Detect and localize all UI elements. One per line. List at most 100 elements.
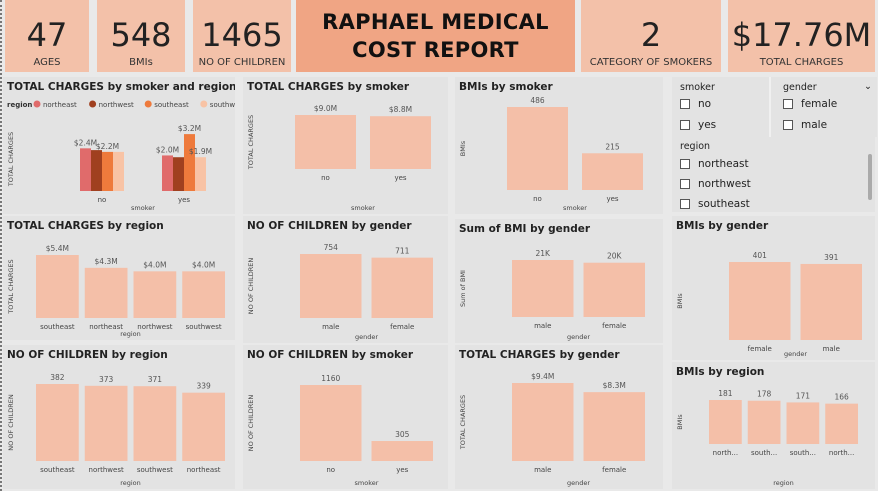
y-axis-label: TOTAL CHARGES bbox=[7, 259, 15, 314]
bar bbox=[173, 157, 184, 191]
bar bbox=[583, 392, 645, 461]
data-label: $2.0M bbox=[156, 145, 179, 154]
data-label: 382 bbox=[50, 373, 65, 382]
checkbox-icon[interactable] bbox=[680, 199, 690, 209]
legend-marker bbox=[33, 100, 41, 108]
legend-marker bbox=[200, 100, 208, 108]
kpi-smokers-card[interactable]: 2 CATEGORY OF SMOKERS bbox=[581, 0, 721, 72]
x-axis-label: smoker bbox=[355, 479, 379, 487]
x-tick-label: no bbox=[98, 196, 107, 204]
data-label: 401 bbox=[753, 251, 768, 260]
x-tick-label: yes bbox=[606, 195, 618, 203]
bar bbox=[800, 263, 862, 340]
legend-title: region bbox=[7, 101, 32, 109]
gender-option-female[interactable]: female bbox=[783, 98, 837, 110]
kpi-children-card[interactable]: 1465 NO OF CHILDREN bbox=[193, 0, 291, 72]
x-axis-label: gender bbox=[355, 333, 378, 341]
chart-title: BMIs by gender bbox=[676, 220, 769, 232]
x-tick-label: male bbox=[823, 345, 840, 353]
checkbox-icon[interactable] bbox=[680, 120, 690, 130]
bar bbox=[195, 157, 206, 191]
chart-bmis-by-gender[interactable]: BMIs by gender BMIs gender 401 female 391 male bbox=[672, 216, 875, 360]
y-axis-label: BMIs bbox=[676, 414, 684, 430]
x-tick-label: male bbox=[534, 322, 551, 330]
chart-bmi-by-gender[interactable]: Sum of BMI by gender Sum of BMI gender 21K m… bbox=[455, 219, 663, 343]
legend-item: northeast bbox=[43, 101, 77, 109]
data-label: 166 bbox=[834, 393, 849, 402]
kpi-charges-card[interactable]: $17.76M TOTAL CHARGES bbox=[728, 0, 875, 72]
gender-option-label: male bbox=[801, 119, 828, 131]
data-label: $5.4M bbox=[46, 244, 69, 253]
x-axis-label: gender bbox=[567, 333, 590, 341]
smoker-slicer-title: smoker bbox=[680, 82, 715, 93]
chart-title: Sum of BMI by gender bbox=[459, 223, 591, 235]
data-label: $9.0M bbox=[314, 104, 337, 113]
data-label: 181 bbox=[718, 389, 733, 398]
data-label: 339 bbox=[196, 382, 211, 391]
x-tick-label: female bbox=[748, 345, 772, 353]
x-tick-label: north... bbox=[713, 449, 738, 457]
chart-children-by-smoker[interactable]: NO OF CHILDREN by smoker NO OF CHILDREN sm… bbox=[243, 345, 448, 489]
data-label: $8.3M bbox=[603, 381, 626, 390]
region-option-northeast[interactable]: northeast bbox=[680, 158, 749, 170]
bar bbox=[729, 262, 791, 340]
chart-bmis-by-smoker[interactable]: BMIs by smoker BMIs smoker 486 no 215 yes bbox=[455, 77, 663, 214]
chart-charges-by-smoker[interactable]: TOTAL CHARGES by smoker TOTAL CHARGES smok… bbox=[243, 77, 448, 214]
chart-charges-by-smoker-region[interactable]: TOTAL CHARGES by smoker and region TOTAL … bbox=[3, 77, 235, 214]
c5-svg: NO OF CHILDREN by gender NO OF CHILDREN ge… bbox=[247, 220, 433, 341]
kpi-bmis-card[interactable]: 548 BMIs bbox=[97, 0, 185, 72]
bar bbox=[300, 254, 362, 318]
x-tick-label: southeast bbox=[40, 323, 75, 331]
kpi-children-value: 1465 bbox=[201, 16, 283, 54]
chart-bmis-by-region[interactable]: BMIs by region BMIs region 181 north... 178 so… bbox=[672, 362, 875, 489]
kpi-bmis-value: 548 bbox=[110, 16, 172, 54]
smoker-option-no[interactable]: no bbox=[680, 98, 711, 110]
bar bbox=[295, 115, 356, 169]
c8-svg: NO OF CHILDREN by region NO OF CHILDREN re… bbox=[7, 349, 225, 487]
x-tick-label: northwest bbox=[89, 466, 124, 474]
slicer-scrollbar[interactable] bbox=[868, 154, 872, 200]
checkbox-icon[interactable] bbox=[680, 99, 690, 109]
data-label: 486 bbox=[530, 96, 545, 105]
chart-children-by-region[interactable]: NO OF CHILDREN by region NO OF CHILDREN re… bbox=[3, 345, 235, 489]
x-tick-label: southeast bbox=[40, 466, 75, 474]
data-label: 391 bbox=[824, 253, 839, 262]
bar bbox=[182, 392, 225, 461]
chart-title: NO OF CHILDREN by smoker bbox=[247, 349, 414, 361]
data-label: 305 bbox=[395, 430, 410, 439]
gender-option-male[interactable]: male bbox=[783, 119, 827, 131]
c2-svg: TOTAL CHARGES by smoker TOTAL CHARGES smok… bbox=[247, 81, 431, 212]
x-tick-label: female bbox=[602, 322, 626, 330]
checkbox-icon[interactable] bbox=[680, 159, 690, 169]
bar bbox=[582, 153, 643, 190]
data-label: $4.0M bbox=[192, 260, 215, 269]
bar bbox=[91, 150, 102, 191]
data-label: 171 bbox=[796, 391, 811, 400]
chevron-down-icon[interactable]: ⌄ bbox=[864, 81, 872, 92]
chart-charges-by-region[interactable]: TOTAL CHARGES by region TOTAL CHARGES regi… bbox=[3, 216, 235, 340]
kpi-ages-card[interactable]: 47 AGES bbox=[5, 0, 89, 72]
chart-title: TOTAL CHARGES by smoker bbox=[247, 81, 410, 93]
x-axis-label: gender bbox=[567, 479, 590, 487]
y-axis-label: BMIs bbox=[676, 293, 684, 309]
x-axis-label: smoker bbox=[563, 204, 587, 212]
c3-svg: BMIs by smoker BMIs smoker 486 no 215 yes bbox=[459, 81, 643, 212]
chart-children-by-gender[interactable]: NO OF CHILDREN by gender NO OF CHILDREN ge… bbox=[243, 216, 448, 343]
y-axis-label: TOTAL CHARGES bbox=[247, 115, 255, 170]
c4-svg: TOTAL CHARGES by region TOTAL CHARGES regi… bbox=[7, 220, 225, 338]
checkbox-icon[interactable] bbox=[783, 99, 793, 109]
x-axis-label: smoker bbox=[131, 204, 155, 212]
region-option-southeast[interactable]: southeast bbox=[680, 198, 750, 210]
checkbox-icon[interactable] bbox=[680, 179, 690, 189]
bar bbox=[182, 271, 225, 318]
region-option-northwest[interactable]: northwest bbox=[680, 178, 751, 190]
chart-charges-by-gender[interactable]: TOTAL CHARGES by gender TOTAL CHARGES gend… bbox=[455, 345, 663, 489]
smoker-option-yes[interactable]: yes bbox=[680, 119, 716, 131]
data-label: 178 bbox=[757, 390, 772, 399]
kpi-charges-label: TOTAL CHARGES bbox=[759, 57, 844, 68]
data-label: $2.4M bbox=[74, 138, 97, 147]
kpi-ages-label: AGES bbox=[33, 57, 61, 68]
x-tick-label: yes bbox=[394, 174, 406, 182]
smoker-option-label: no bbox=[698, 98, 712, 110]
checkbox-icon[interactable] bbox=[783, 120, 793, 130]
